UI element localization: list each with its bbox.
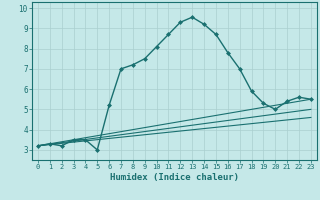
X-axis label: Humidex (Indice chaleur): Humidex (Indice chaleur) — [110, 173, 239, 182]
